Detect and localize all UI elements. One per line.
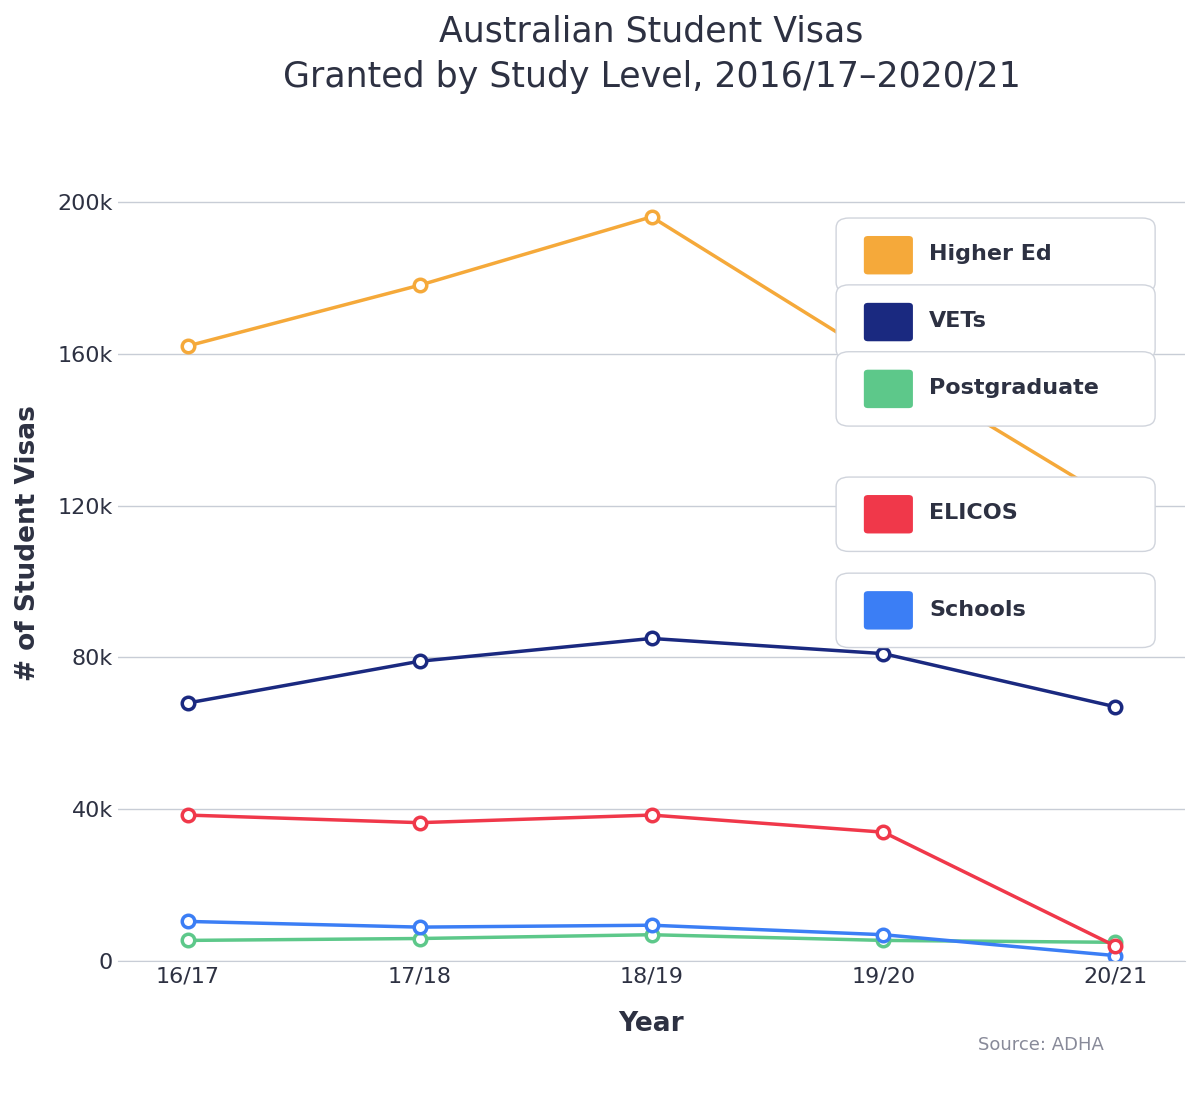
FancyBboxPatch shape xyxy=(836,352,1156,426)
FancyBboxPatch shape xyxy=(836,285,1156,359)
FancyBboxPatch shape xyxy=(864,302,913,341)
X-axis label: Year: Year xyxy=(619,1012,684,1037)
FancyBboxPatch shape xyxy=(836,573,1156,648)
FancyBboxPatch shape xyxy=(864,591,913,629)
FancyBboxPatch shape xyxy=(836,477,1156,551)
Text: Source: ADHA: Source: ADHA xyxy=(978,1037,1104,1054)
Y-axis label: # of Student Visas: # of Student Visas xyxy=(14,406,41,682)
Text: Postgraduate: Postgraduate xyxy=(929,378,1099,398)
Text: VETs: VETs xyxy=(929,311,986,331)
FancyBboxPatch shape xyxy=(864,236,913,274)
FancyBboxPatch shape xyxy=(864,369,913,408)
FancyBboxPatch shape xyxy=(864,495,913,534)
Title: Australian Student Visas
Granted by Study Level, 2016/17–2020/21: Australian Student Visas Granted by Stud… xyxy=(282,15,1020,94)
FancyBboxPatch shape xyxy=(836,218,1156,293)
Text: Schools: Schools xyxy=(929,600,1026,619)
Text: Higher Ed: Higher Ed xyxy=(929,244,1051,264)
Text: ELICOS: ELICOS xyxy=(929,503,1018,524)
